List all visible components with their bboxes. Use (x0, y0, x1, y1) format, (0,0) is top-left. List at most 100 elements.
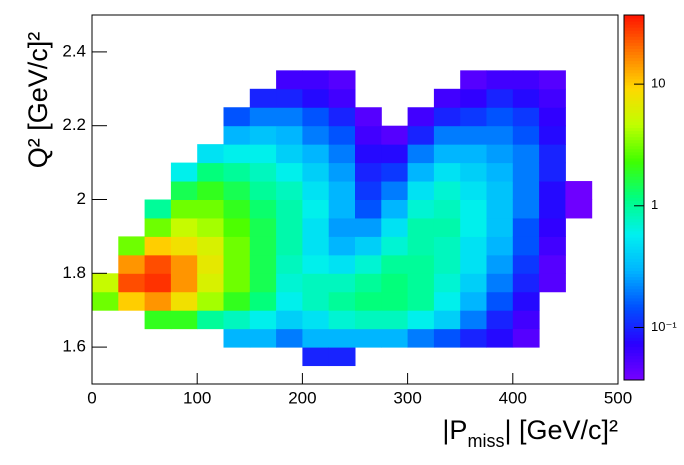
colorbar-segment (624, 370, 644, 375)
colorbar-segment (624, 194, 644, 198)
heat-cell (328, 199, 356, 219)
colorbar-segment (624, 94, 644, 98)
colorbar-segment (624, 212, 644, 217)
colorbar-segment (624, 66, 644, 71)
heat-cell (355, 236, 382, 256)
colorbar-segment (624, 51, 644, 56)
heat-cell (276, 88, 303, 108)
heat-cell (381, 273, 409, 293)
colorbar-segment (624, 349, 644, 354)
colorbar-tick-label: 1 (651, 197, 658, 212)
x-tick-label: 500 (604, 388, 632, 407)
heat-cell (460, 291, 487, 311)
heat-cell (328, 236, 356, 256)
heat-cell (197, 254, 224, 274)
colorbar-segment (624, 261, 644, 265)
heat-cell (302, 199, 330, 219)
heat-cell (407, 328, 435, 348)
heat-cell (512, 236, 540, 256)
y-tick-label: 2.2 (62, 115, 86, 134)
heat-cell (197, 181, 224, 200)
colorbar-segment (624, 307, 644, 311)
heat-cell (302, 310, 330, 330)
y-tick-label: 2 (77, 189, 86, 208)
colorbar-segment (624, 84, 644, 89)
colorbar-frame (623, 14, 645, 381)
heat-cell (249, 291, 277, 311)
heat-cell (328, 347, 356, 367)
colorbar-segment (624, 106, 644, 110)
heat-cell (407, 144, 435, 164)
heat-cell (460, 199, 487, 219)
colorbar-segment (624, 227, 644, 232)
colorbar-segment (624, 127, 644, 132)
colorbar-segment (624, 364, 644, 369)
heat-cell (486, 125, 514, 145)
colorbar-segment (624, 234, 644, 238)
y-tick-label: 1.8 (62, 263, 86, 282)
heat-cell (512, 88, 540, 108)
colorbar-segment (624, 224, 644, 229)
colorbar-segment (624, 63, 644, 68)
heat-cell (276, 254, 303, 274)
heat-cell (223, 199, 251, 219)
heat-cell (118, 291, 146, 311)
heat-cell (486, 254, 514, 274)
colorbar-segment (624, 276, 644, 281)
heat-cell (249, 217, 277, 237)
heat-cell (118, 254, 146, 274)
colorbar-segment (624, 173, 644, 177)
heat-cell (486, 107, 514, 127)
heat-cell (144, 291, 172, 311)
heat-cell (512, 107, 540, 127)
heat-cell (539, 254, 566, 274)
colorbar-segment (624, 48, 644, 52)
heat-cell (460, 107, 487, 127)
heat-cell (249, 199, 277, 219)
heat-cell (249, 310, 277, 330)
heat-cell (486, 162, 514, 182)
heat-cell (170, 291, 198, 311)
heat-cell (433, 181, 461, 200)
colorbar-segment (624, 115, 644, 119)
colorbar-segment (624, 367, 644, 372)
colorbar-segment (624, 88, 644, 92)
heat-cell (249, 125, 277, 145)
heat-cell (328, 217, 356, 237)
heat-cell (249, 88, 277, 108)
heat-cell (381, 310, 409, 330)
colorbar-segment (624, 72, 644, 77)
heat-cell (486, 70, 514, 90)
heat-cell (197, 199, 224, 219)
heat-cell (460, 236, 487, 256)
colorbar-segment (624, 313, 644, 317)
colorbar-segment (624, 151, 644, 156)
colorbar-segment (624, 21, 644, 25)
heat-cell (512, 310, 540, 330)
cells (92, 70, 593, 367)
heat-cell (460, 310, 487, 330)
heat-cell (170, 236, 198, 256)
colorbar-segment (624, 118, 644, 122)
heat-cell (433, 217, 461, 237)
heat-cell (381, 162, 409, 182)
colorbar-segment (624, 300, 644, 305)
colorbar-segment (624, 139, 644, 144)
heat-cell (223, 310, 251, 330)
heat-cell (407, 291, 435, 311)
heat-cell (460, 254, 487, 274)
colorbar-segment (624, 188, 644, 192)
heat-cell (276, 328, 303, 348)
colorbar-segment (624, 30, 644, 34)
colorbar-segment (624, 78, 644, 83)
heat-cell (328, 125, 356, 145)
heat-cell (512, 144, 540, 164)
heat-cell (512, 273, 540, 293)
colorbar-segment (624, 24, 644, 28)
colorbar-segment (624, 18, 644, 22)
colorbar-segment (624, 267, 644, 271)
heat-cell (249, 273, 277, 293)
colorbar-segment (624, 27, 644, 31)
heat-cell (355, 310, 382, 330)
